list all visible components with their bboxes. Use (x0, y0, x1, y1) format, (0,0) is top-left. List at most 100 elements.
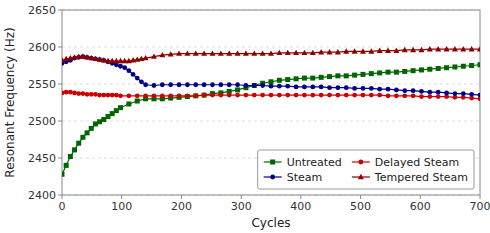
point (277, 93, 282, 98)
point (168, 82, 173, 87)
point (394, 70, 399, 75)
point (478, 93, 480, 98)
point (318, 49, 324, 54)
point (76, 141, 81, 146)
series (62, 46, 480, 63)
point (135, 76, 140, 81)
point (369, 86, 374, 91)
point (411, 93, 416, 98)
point (310, 50, 316, 55)
grid-line (62, 47, 480, 48)
point (135, 99, 140, 104)
point (209, 50, 215, 55)
point (386, 93, 391, 98)
point (72, 90, 77, 95)
point (285, 93, 290, 98)
point (277, 84, 282, 89)
point (419, 67, 424, 72)
y-tick (58, 158, 62, 159)
point (89, 56, 94, 61)
point (80, 135, 85, 140)
point (327, 49, 333, 54)
point (235, 93, 240, 98)
point (118, 105, 123, 110)
point (64, 163, 69, 168)
point (260, 83, 265, 88)
point (285, 77, 290, 82)
point (89, 92, 94, 97)
point (168, 93, 173, 98)
y-tick (58, 121, 62, 122)
y-tick-label: 2550 (28, 78, 56, 91)
point (327, 93, 332, 98)
point (269, 84, 274, 89)
point (319, 85, 324, 90)
point (252, 83, 257, 88)
point (427, 90, 432, 95)
point (202, 93, 207, 98)
plot-frame (62, 10, 480, 195)
point (64, 90, 69, 95)
point (335, 73, 340, 78)
point (252, 93, 257, 98)
point (152, 93, 157, 98)
point (193, 82, 198, 87)
point (106, 93, 111, 98)
point (93, 56, 98, 61)
x-tick (241, 195, 242, 199)
x-tick-label: 700 (470, 200, 490, 213)
point (293, 50, 299, 55)
point (402, 93, 407, 98)
point (227, 93, 232, 98)
point (327, 74, 332, 79)
legend: UntreatedDelayed SteamSteamTempered Stea… (258, 150, 474, 189)
legend-item: Tempered Steam (352, 171, 468, 184)
point (218, 50, 224, 55)
axes: 0100200300400500600700240024502500255026… (28, 4, 490, 213)
point (361, 86, 366, 91)
point (385, 48, 391, 53)
x-tick-label: 600 (410, 200, 431, 213)
y-tick-label: 2500 (28, 115, 56, 128)
point (444, 90, 449, 95)
point (176, 50, 182, 55)
point (218, 93, 223, 98)
point (210, 82, 215, 87)
y-tick-label: 2450 (28, 152, 56, 165)
series-line (62, 57, 480, 95)
point (276, 50, 282, 55)
point (444, 46, 450, 51)
point (85, 92, 90, 97)
point (177, 82, 182, 87)
point (436, 94, 441, 99)
legend-marker (270, 160, 275, 165)
point (352, 86, 357, 91)
point (285, 50, 291, 55)
point (93, 92, 98, 97)
point (302, 93, 307, 98)
y-tick-label: 2600 (28, 41, 56, 54)
point (310, 93, 315, 98)
point (461, 91, 466, 96)
point (126, 68, 131, 73)
point (89, 126, 94, 131)
point (386, 87, 391, 92)
point (368, 48, 374, 53)
point (97, 57, 102, 62)
x-tick-label: 500 (350, 200, 371, 213)
point (427, 46, 433, 51)
point (418, 47, 424, 52)
point (227, 82, 232, 87)
point (252, 83, 257, 88)
series (62, 54, 480, 97)
point (218, 82, 223, 87)
point (402, 47, 408, 52)
legend-label: Delayed Steam (375, 156, 459, 169)
point (460, 46, 466, 51)
y-axis-label: Resonant Frequency (Hz) (3, 27, 17, 177)
point (193, 50, 199, 55)
point (335, 93, 340, 98)
point (260, 50, 266, 55)
point (393, 48, 399, 53)
point (302, 76, 307, 81)
